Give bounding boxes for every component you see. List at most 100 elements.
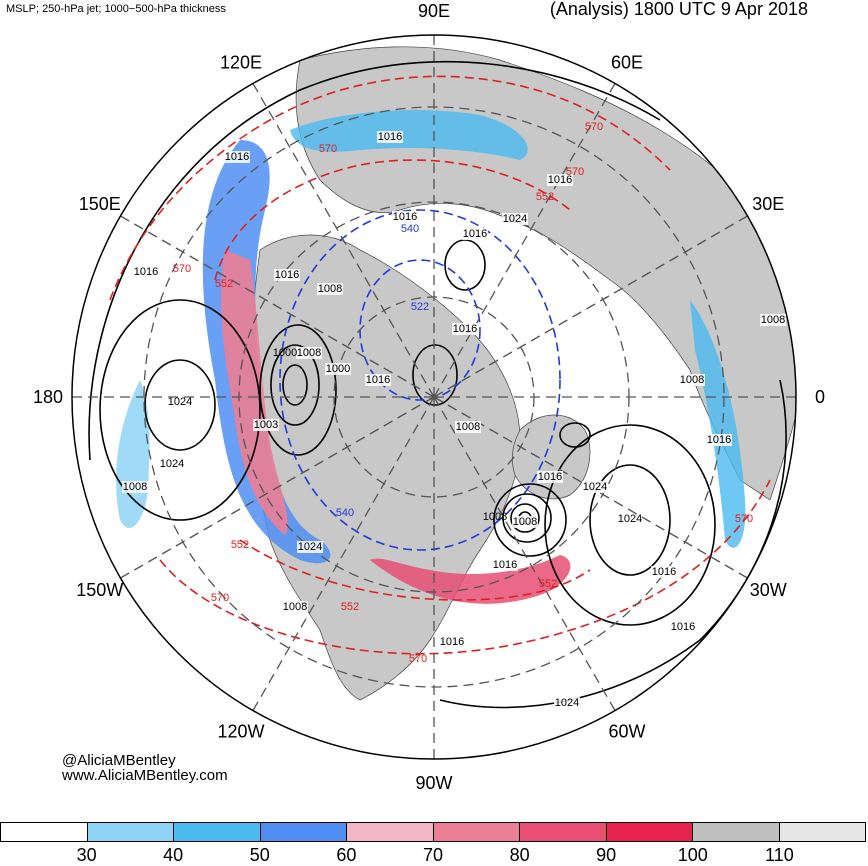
thickness-label: 570 <box>173 263 191 275</box>
pacific-high-label: 1024 <box>168 396 192 408</box>
mslp-label: 1016 <box>652 566 676 578</box>
map-boundary <box>71 34 797 760</box>
mslp-label: 1016 <box>463 228 487 240</box>
mslp-label-bg <box>582 481 608 493</box>
mslp-label: 1008 <box>318 283 342 295</box>
mslp-label: 1008 <box>513 516 537 528</box>
greenland-land <box>511 414 591 500</box>
colorbar-tick-label: 80 <box>509 845 530 865</box>
mslp-label: 1016 <box>378 131 402 143</box>
mslp-label: 1016 <box>275 269 299 281</box>
longitude-label: 150E <box>79 194 121 214</box>
jet-shading <box>116 110 746 604</box>
credit-website: www.AliciaMBentley.com <box>62 767 228 784</box>
bering-low-label: 1000 <box>273 347 297 359</box>
mslp-atlantic-low-4 <box>493 483 567 557</box>
thickness-contours <box>109 75 771 655</box>
mslp-label: 1016 <box>366 374 390 386</box>
mslp-label: 1008 <box>456 421 480 433</box>
mslp-label: 1016 <box>453 323 477 335</box>
longitude-label: 60W <box>608 721 645 741</box>
mslp-label: 1000 <box>326 363 350 375</box>
analysis-time: (Analysis) 1800 UTC 9 Apr 2018 <box>549 0 808 19</box>
mslp-atlantic-high-inner <box>589 464 671 576</box>
map-description: MSLP; 250-hPa jet; 1000−500-hPa thicknes… <box>6 3 226 15</box>
mslp-label: 1016 <box>225 151 249 163</box>
atlantic-deep-low-label: 1008 <box>483 511 507 523</box>
mslp-label-bg <box>297 541 323 553</box>
mslp-label: 1008 <box>761 314 785 326</box>
mslp-label-bg <box>679 374 705 386</box>
colorbar-segment <box>1 823 88 841</box>
longitude-labels: 90E 60E 30E 0 30W 60W 90W 120W 150W 180 150E 120E <box>33 1 825 793</box>
longitude-label: 90W <box>415 773 452 793</box>
mslp-label-bg <box>253 419 279 431</box>
mslp-label: 1016 <box>440 636 464 648</box>
jet-streak-europe <box>690 300 746 548</box>
mslp-label-bg <box>512 516 538 528</box>
mslp-label-bg <box>274 269 300 281</box>
mslp-label: 1024 <box>555 697 579 709</box>
colorbar-segment <box>779 823 865 841</box>
mslp-label: 1024 <box>160 458 184 470</box>
thickness-label: 552 <box>539 578 557 590</box>
mslp-label: 1008 <box>297 347 321 359</box>
mslp-label-bg <box>760 314 786 326</box>
mslp-label-bg <box>452 323 478 335</box>
thickness-labels: 570 570 552 570 552 540 522 540 552 570 570 552 570 5… <box>173 121 753 665</box>
longitude-label: 30E <box>752 194 784 214</box>
thickness-552 <box>214 159 591 601</box>
mslp-label-bg <box>317 283 343 295</box>
mslp-central-high <box>412 344 458 406</box>
thickness-label: 540 <box>336 507 354 519</box>
mslp-label: 1016 <box>393 211 417 223</box>
mslp-label: 1024 <box>298 541 322 553</box>
longitude-label: 180 <box>33 387 63 407</box>
colorbar-tick-label: 90 <box>596 845 617 865</box>
thickness-label: 570 <box>585 121 603 133</box>
jet-streak-arctic <box>290 110 528 160</box>
meridian-line <box>433 396 616 711</box>
mslp-label-bg <box>377 131 403 143</box>
polar-stereographic-map: 90E 60E 30E 0 30W 60W 90W 120W 150W 180 150E 120E 1… <box>33 1 825 793</box>
thickness-label: 552 <box>341 601 359 613</box>
thickness-540 <box>279 209 561 551</box>
thickness-label: 570 <box>319 143 337 155</box>
meridian-line <box>120 215 435 398</box>
meridian-line <box>433 215 748 398</box>
mslp-label-bg <box>455 421 481 433</box>
colorbar-segment <box>347 823 434 841</box>
thickness-label: 570 <box>566 166 584 178</box>
mslp-label-bg <box>554 697 580 709</box>
mslp-label-bg <box>492 559 518 571</box>
jet-streak-atlantic <box>370 555 571 604</box>
mslp-label: 1024 <box>583 481 607 493</box>
mslp-label-bg <box>122 481 148 493</box>
mslp-atlantic-low-2 <box>510 503 540 533</box>
longitude-label: 0 <box>815 387 825 407</box>
jet-speed-colorbar <box>0 822 866 842</box>
mslp-label-bg <box>547 174 573 186</box>
mslp-label: 1016 <box>707 434 731 446</box>
longitude-label: 120W <box>217 721 264 741</box>
mslp-label-bg <box>133 266 159 278</box>
thickness-label: 570 <box>735 513 753 525</box>
thickness-label: 522 <box>411 301 429 313</box>
thickness-label: 540 <box>401 223 419 235</box>
mslp-label: 1016 <box>671 621 695 633</box>
mslp-label-bg <box>159 458 185 470</box>
colorbar-segment <box>174 823 261 841</box>
mslp-label: 1008 <box>123 481 147 493</box>
credit-handle: @AliciaMBentley <box>62 752 176 769</box>
mslp-label-bg <box>325 363 351 375</box>
thickness-label: 570 <box>409 653 427 665</box>
colorbar-segment <box>693 823 780 841</box>
mslp-atlantic-low-3 <box>502 493 552 543</box>
meridian-line <box>120 396 435 579</box>
colorbar-segment <box>520 823 607 841</box>
longitude-label: 60E <box>611 53 643 73</box>
graticule <box>72 35 796 759</box>
mslp-label: 1016 <box>538 471 562 483</box>
colorbar-ticks: 30 40 50 60 70 80 90 100 110 <box>0 845 868 865</box>
meridian-line <box>252 396 435 711</box>
